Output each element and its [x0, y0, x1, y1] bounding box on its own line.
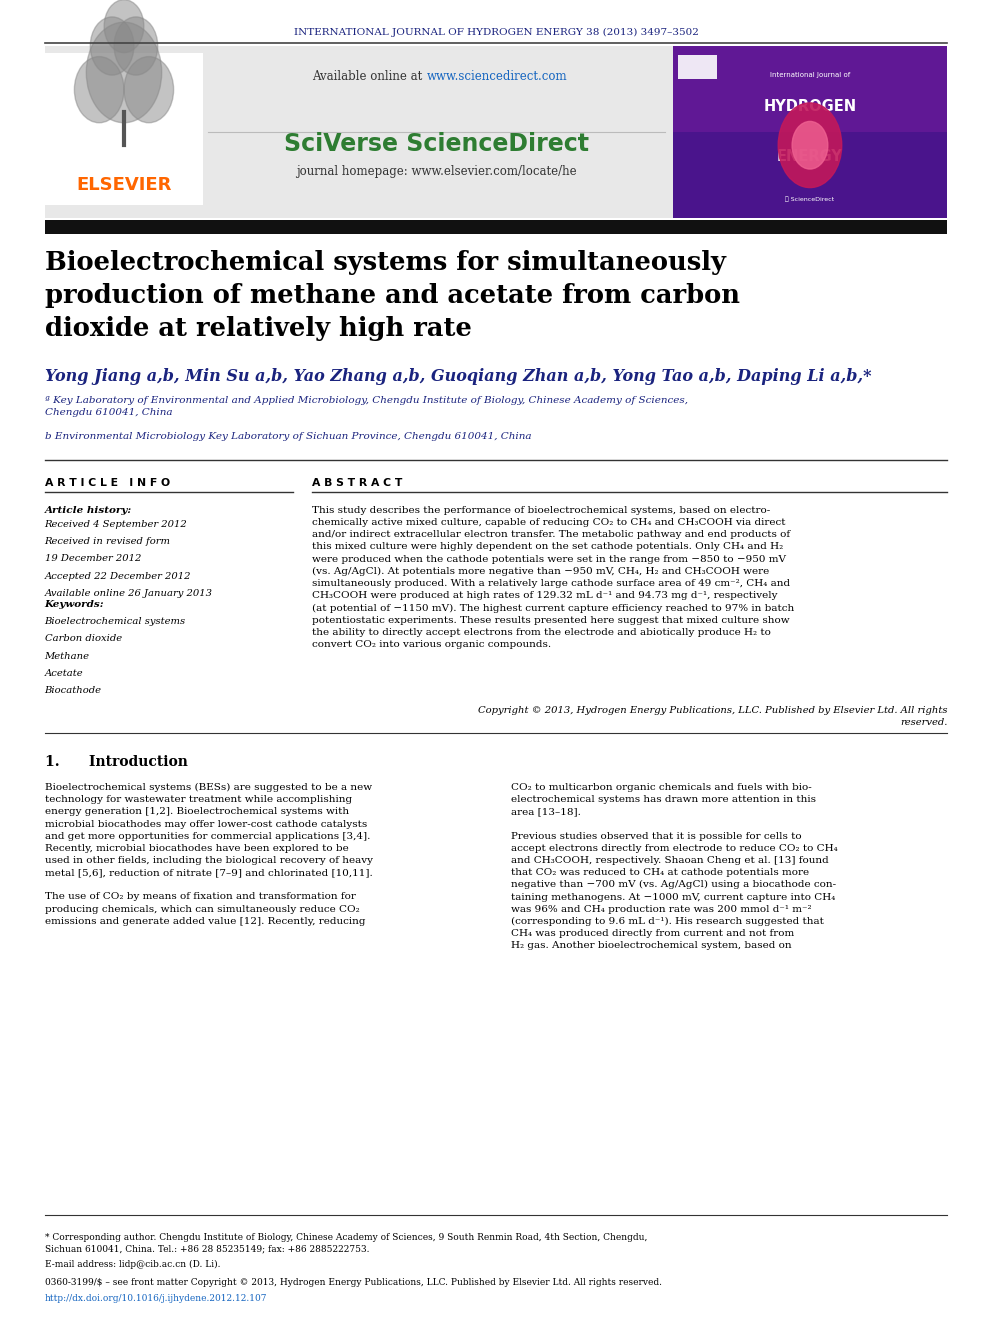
- Text: Accepted 22 December 2012: Accepted 22 December 2012: [45, 572, 191, 581]
- Text: www.sciencedirect.com: www.sciencedirect.com: [427, 70, 567, 83]
- Text: Received in revised form: Received in revised form: [45, 537, 171, 546]
- Text: http://dx.doi.org/10.1016/j.ijhydene.2012.12.107: http://dx.doi.org/10.1016/j.ijhydene.201…: [45, 1294, 267, 1303]
- Text: Article history:: Article history:: [45, 505, 132, 515]
- Text: ELSEVIER: ELSEVIER: [76, 176, 172, 194]
- Text: 1.      Introduction: 1. Introduction: [45, 755, 187, 769]
- Text: Available online 26 January 2013: Available online 26 January 2013: [45, 589, 212, 598]
- Bar: [678, 56, 717, 79]
- Bar: [673, 46, 947, 132]
- Text: Received 4 September 2012: Received 4 September 2012: [45, 520, 187, 529]
- Text: This study describes the performance of bioelectrochemical systems, based on ele: This study describes the performance of …: [312, 505, 795, 650]
- Circle shape: [74, 57, 124, 123]
- Circle shape: [90, 17, 134, 75]
- Circle shape: [104, 0, 144, 53]
- Text: Biocathode: Biocathode: [45, 687, 101, 695]
- Text: E-mail address: lidp@cib.ac.cn (D. Li).: E-mail address: lidp@cib.ac.cn (D. Li).: [45, 1259, 220, 1269]
- Text: Keywords:: Keywords:: [45, 601, 104, 609]
- Text: INTERNATIONAL JOURNAL OF HYDROGEN ENERGY 38 (2013) 3497–3502: INTERNATIONAL JOURNAL OF HYDROGEN ENERGY…: [294, 28, 698, 37]
- Text: Bioelectrochemical systems: Bioelectrochemical systems: [45, 618, 186, 626]
- Bar: [673, 46, 947, 218]
- Bar: [45, 46, 947, 218]
- Circle shape: [792, 122, 827, 169]
- Text: Acetate: Acetate: [45, 669, 83, 677]
- Text: SciVerse ScienceDirect: SciVerse ScienceDirect: [284, 132, 589, 156]
- Text: International Journal of: International Journal of: [770, 73, 850, 78]
- Text: journal homepage: www.elsevier.com/locate/he: journal homepage: www.elsevier.com/locat…: [297, 165, 576, 179]
- Bar: [45, 220, 947, 234]
- Text: 0360-3199/$ – see front matter Copyright © 2013, Hydrogen Energy Publications, L: 0360-3199/$ – see front matter Copyright…: [45, 1278, 662, 1287]
- Text: Copyright © 2013, Hydrogen Energy Publications, LLC. Published by Elsevier Ltd. : Copyright © 2013, Hydrogen Energy Public…: [478, 706, 947, 726]
- Circle shape: [86, 22, 162, 123]
- Text: Bioelectrochemical systems (BESs) are suggested to be a new
technology for waste: Bioelectrochemical systems (BESs) are su…: [45, 783, 373, 926]
- Text: HYDROGEN: HYDROGEN: [764, 99, 856, 114]
- Text: Available online at: Available online at: [312, 70, 427, 83]
- Text: b Environmental Microbiology Key Laboratory of Sichuan Province, Chengdu 610041,: b Environmental Microbiology Key Laborat…: [45, 433, 531, 441]
- Text: Methane: Methane: [45, 652, 89, 660]
- Circle shape: [114, 17, 158, 75]
- Text: CO₂ to multicarbon organic chemicals and fuels with bio-
electrochemical systems: CO₂ to multicarbon organic chemicals and…: [511, 783, 837, 950]
- Text: Yong Jiang a,b, Min Su a,b, Yao Zhang a,b, Guoqiang Zhan a,b, Yong Tao a,b, Dapi: Yong Jiang a,b, Min Su a,b, Yao Zhang a,…: [45, 368, 871, 385]
- Circle shape: [778, 103, 841, 188]
- Text: ENERGY: ENERGY: [777, 149, 843, 164]
- Circle shape: [124, 57, 174, 123]
- Text: Carbon dioxide: Carbon dioxide: [45, 635, 122, 643]
- Bar: [45, 53, 203, 205]
- Text: ª Key Laboratory of Environmental and Applied Microbiology, Chengdu Institute of: ª Key Laboratory of Environmental and Ap…: [45, 396, 687, 417]
- Text: Ⓢ ScienceDirect: Ⓢ ScienceDirect: [786, 197, 834, 202]
- Text: * Corresponding author. Chengdu Institute of Biology, Chinese Academy of Science: * Corresponding author. Chengdu Institut…: [45, 1233, 647, 1253]
- Text: A B S T R A C T: A B S T R A C T: [312, 478, 403, 488]
- Text: A R T I C L E   I N F O: A R T I C L E I N F O: [45, 478, 170, 488]
- Text: 19 December 2012: 19 December 2012: [45, 554, 141, 564]
- Text: Bioelectrochemical systems for simultaneously
production of methane and acetate : Bioelectrochemical systems for simultane…: [45, 250, 740, 341]
